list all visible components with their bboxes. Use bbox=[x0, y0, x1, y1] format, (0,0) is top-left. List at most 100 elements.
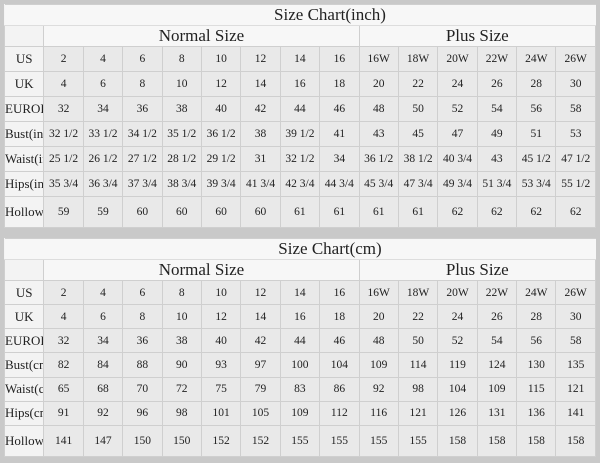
table-cell: 93 bbox=[200, 352, 242, 378]
table-cell: 124 bbox=[476, 352, 518, 378]
table-cell: 55 1/2 bbox=[555, 171, 596, 197]
group-plus-size: Plus Size bbox=[358, 259, 597, 281]
table-cell: 24 bbox=[437, 304, 478, 330]
table-cell: 48 bbox=[358, 328, 399, 354]
table-cell: 88 bbox=[122, 352, 163, 378]
table-cell: 22 bbox=[397, 71, 439, 97]
table-cell: 70 bbox=[122, 376, 163, 402]
table-cell: 37 3/4 bbox=[122, 171, 163, 197]
table-cell: 18W bbox=[397, 46, 439, 72]
row-label: Bust(cm) bbox=[3, 352, 45, 378]
table-cell: 86 bbox=[319, 376, 360, 402]
table-cell: 22W bbox=[476, 279, 518, 306]
table-cell: 60 bbox=[161, 196, 202, 228]
table-cell: 72 bbox=[161, 376, 202, 402]
table-cell: 4 bbox=[43, 71, 84, 97]
table-row: Waist(inch)25 1/226 1/227 1/228 1/229 1/… bbox=[3, 146, 596, 172]
table-row: Hips(inch)35 3/436 3/437 3/438 3/439 3/4… bbox=[3, 171, 596, 197]
table-cell: 47 1/2 bbox=[555, 146, 596, 172]
table-cell: 44 3/4 bbox=[319, 171, 360, 197]
table-cell: 16 bbox=[279, 71, 321, 97]
table-cell: 16W bbox=[358, 46, 399, 72]
table-cell: 12 bbox=[200, 71, 242, 97]
chart-title: Size Chart(cm) bbox=[278, 239, 382, 259]
table-cell: 10 bbox=[200, 279, 242, 306]
table-cell: 155 bbox=[279, 425, 321, 457]
group-plus-size: Plus Size bbox=[358, 25, 597, 47]
table-cell: 34 bbox=[319, 146, 360, 172]
table-row: US 2 4 6 8 10 12 14 16 16W 18W 20W 22W 24W 26W bbox=[3, 279, 596, 306]
size-table: Size Chart(inch) Normal Size Plus Size US 2 4… bbox=[3, 4, 597, 228]
table-cell: 158 bbox=[516, 425, 557, 457]
table-cell: 53 3/4 bbox=[516, 171, 557, 197]
row-label: UK bbox=[3, 71, 45, 97]
table-cell: 47 3/4 bbox=[397, 171, 439, 197]
table-cell: 150 bbox=[161, 425, 202, 457]
table-cell: 52 bbox=[437, 328, 478, 354]
table-cell: 79 bbox=[240, 376, 281, 402]
table-cell: 44 bbox=[279, 96, 321, 122]
table-cell: 26 bbox=[476, 71, 518, 97]
table-cell: 115 bbox=[516, 376, 557, 402]
row-label: Waist(inch) bbox=[3, 146, 45, 172]
table-cell: 36 1/2 bbox=[200, 121, 242, 147]
table-cell: 45 1/2 bbox=[516, 146, 557, 172]
table-cell: 32 1/2 bbox=[43, 121, 84, 147]
table-cell: 60 bbox=[240, 196, 281, 228]
table-row: UK 4 6 8 10 12 14 16 18 20 22 24 26 28 30 bbox=[3, 304, 596, 330]
table-cell: 4 bbox=[82, 46, 124, 72]
row-label: Hips(cm) bbox=[3, 400, 45, 427]
title-row: Size Chart(cm) bbox=[4, 238, 596, 260]
table-cell: 40 3/4 bbox=[437, 146, 478, 172]
table-cell: 82 bbox=[43, 352, 84, 378]
table-cell: 38 bbox=[161, 96, 202, 122]
table-cell: 100 bbox=[279, 352, 321, 378]
table-cell: 59 bbox=[82, 196, 124, 228]
table-cell: 56 bbox=[516, 96, 557, 122]
group-normal-size: Normal Size bbox=[43, 25, 360, 47]
table-cell: 47 bbox=[437, 121, 478, 147]
table-cell: 112 bbox=[319, 400, 360, 427]
table-cell: 14 bbox=[279, 279, 321, 306]
table-cell: 41 bbox=[319, 121, 360, 147]
table-cell: 16 bbox=[319, 46, 360, 72]
table-cell: 2 bbox=[43, 46, 84, 72]
table-cell: 60 bbox=[122, 196, 163, 228]
table-row: Hollow to Floor(inch)5959606060606161616… bbox=[3, 196, 596, 228]
table-cell: 10 bbox=[200, 46, 242, 72]
table-cell: 38 bbox=[161, 328, 202, 354]
table-row: UK 4 6 8 10 12 14 16 18 20 22 24 26 28 30 bbox=[3, 71, 596, 97]
table-cell: 121 bbox=[397, 400, 439, 427]
table-cell: 53 bbox=[555, 121, 596, 147]
table-cell: 10 bbox=[161, 71, 202, 97]
table-cell: 96 bbox=[122, 400, 163, 427]
table-cell: 50 bbox=[397, 96, 439, 122]
table-cell: 131 bbox=[476, 400, 518, 427]
table-cell: 39 3/4 bbox=[200, 171, 242, 197]
table-cell: 152 bbox=[200, 425, 242, 457]
row-label: Bust(inch) bbox=[3, 121, 45, 147]
table-row: Hollow to Floor(cm)141147150150152152155… bbox=[3, 425, 596, 457]
table-cell: 22W bbox=[476, 46, 518, 72]
table-cell: 90 bbox=[161, 352, 202, 378]
size-table: Size Chart(cm) Normal Size Plus Size US 2 4 6 8… bbox=[3, 238, 597, 457]
table-cell: 46 bbox=[319, 328, 360, 354]
table-cell: 49 3/4 bbox=[437, 171, 478, 197]
table-cell: 34 bbox=[82, 328, 124, 354]
table-row: Waist(cm)6568707275798386929810410911512… bbox=[3, 376, 596, 402]
table-cell: 51 bbox=[516, 121, 557, 147]
table-cell: 32 bbox=[43, 328, 84, 354]
table-cell: 109 bbox=[279, 400, 321, 427]
table-cell: 119 bbox=[437, 352, 478, 378]
table-cell: 155 bbox=[358, 425, 399, 457]
table-cell: 16W bbox=[358, 279, 399, 306]
table-cell: 92 bbox=[82, 400, 124, 427]
row-label: Waist(cm) bbox=[3, 376, 45, 402]
table-cell: 136 bbox=[516, 400, 557, 427]
table-row: EUROPE3234363840424446485052545658 bbox=[3, 328, 596, 354]
blank-cell bbox=[3, 25, 45, 47]
table-cell: 43 bbox=[358, 121, 399, 147]
table-cell: 65 bbox=[43, 376, 84, 402]
table-cell: 60 bbox=[200, 196, 242, 228]
table-cell: 28 bbox=[516, 71, 557, 97]
